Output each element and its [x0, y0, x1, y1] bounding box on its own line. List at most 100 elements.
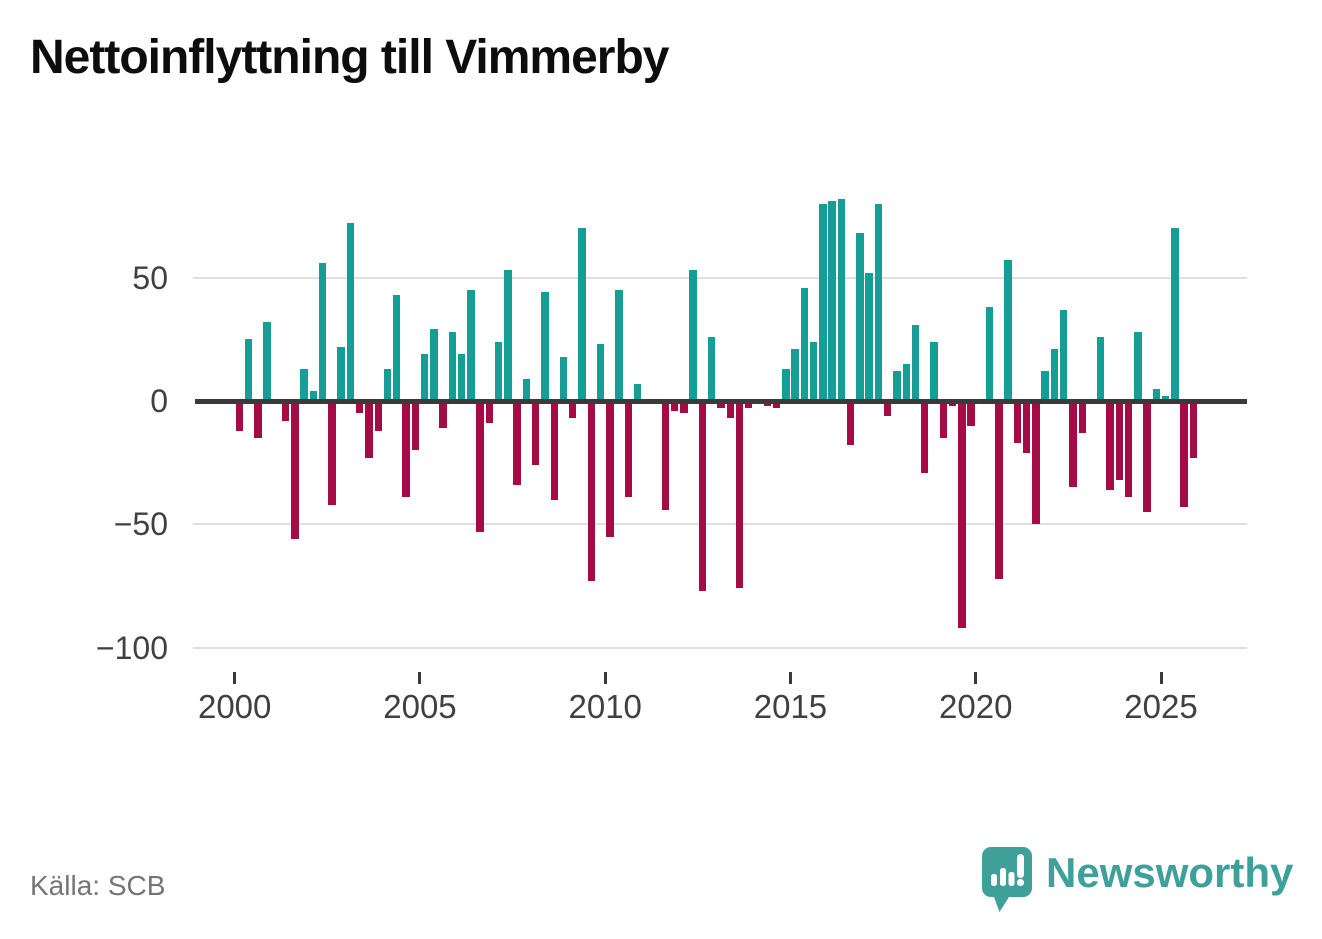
bar-2003-q4 — [374, 401, 382, 431]
bar-2000-q1 — [235, 401, 243, 431]
chart-title: Nettoinflyttning till Vimmerby — [30, 31, 669, 84]
bar-2007-q3 — [513, 401, 521, 485]
x-axis-zero-line — [195, 398, 1247, 404]
bar-2013-q2 — [726, 401, 734, 419]
bar-2006-q3 — [476, 401, 484, 532]
bar-2012-q2 — [689, 270, 697, 401]
bar-2001-q4 — [300, 368, 308, 401]
bar-2022-q1 — [1050, 349, 1059, 401]
y-tick-label-0: 0 — [150, 383, 168, 419]
x-tick-2015 — [788, 672, 792, 684]
bar-2020-q2 — [985, 307, 994, 401]
bar-2017-q3 — [884, 401, 892, 416]
bar-2005-q2 — [430, 329, 438, 401]
bar-2009-q3 — [587, 401, 595, 582]
bar-2015-q2 — [800, 287, 809, 401]
bar-2024-q3 — [1143, 401, 1151, 512]
x-tick-label-2015: 2015 — [753, 688, 828, 725]
bar-2018-q1 — [902, 364, 910, 401]
bar-2008-q2 — [541, 292, 549, 401]
bar-2017-q1 — [865, 272, 873, 401]
bar-2007-q4 — [522, 378, 531, 401]
bar-2011-q4 — [670, 401, 679, 411]
bar-2018-q3 — [921, 401, 929, 473]
bar-2020-q3 — [995, 401, 1003, 579]
bar-2021-q4 — [1041, 371, 1049, 401]
bar-2024-q4 — [1152, 388, 1161, 401]
bar-2013-q4 — [745, 401, 753, 409]
newsworthy-logo-text: Newsworthy — [1046, 849, 1294, 896]
bar-2025-q3 — [1180, 401, 1188, 508]
bar-2016-q4 — [856, 233, 864, 401]
gridline-y--100 — [193, 646, 1247, 649]
source-text: Källa: SCB — [30, 870, 166, 901]
bar-2022-q4 — [1078, 401, 1086, 434]
x-tick-label-2000: 2000 — [197, 688, 272, 725]
bar-2000-q4 — [263, 322, 271, 401]
bar-2004-q1 — [383, 368, 392, 401]
bar-2020-q4 — [1004, 260, 1012, 401]
bar-2023-q3 — [1106, 401, 1114, 490]
bar-2002-q3 — [328, 401, 336, 505]
gridline-y-50 — [193, 276, 1247, 279]
bar-2022-q3 — [1069, 401, 1077, 488]
bar-2023-q4 — [1115, 401, 1123, 480]
newsworthy-speech-bubble-bar-chart-icon — [982, 847, 1032, 918]
bar-2023-q2 — [1097, 336, 1105, 401]
bar-2009-q1 — [569, 401, 577, 419]
bar-2009-q4 — [596, 344, 605, 401]
bar-2021-q2 — [1022, 401, 1031, 453]
x-tick-2005 — [418, 672, 422, 684]
bar-2010-q1 — [606, 401, 614, 537]
bar-2017-q2 — [874, 203, 883, 401]
bar-2012-q3 — [698, 401, 707, 591]
bar-2002-q1 — [309, 391, 318, 401]
bar-2007-q2 — [504, 270, 512, 401]
bar-2010-q2 — [615, 290, 623, 401]
bar-2007-q1 — [494, 341, 503, 401]
bar-2003-q1 — [346, 223, 355, 401]
bar-2013-q1 — [717, 401, 725, 409]
bar-2016-q3 — [846, 401, 855, 446]
bar-2005-q3 — [439, 401, 447, 429]
bar-2005-q4 — [448, 331, 457, 401]
bar-2024-q2 — [1134, 331, 1142, 401]
bar-2009-q2 — [578, 228, 586, 401]
bar-2024-q1 — [1124, 401, 1133, 498]
bar-2025-q4 — [1189, 401, 1198, 458]
bar-2016-q1 — [828, 201, 836, 401]
bar-2004-q4 — [411, 401, 419, 451]
x-tick-2025 — [1159, 672, 1163, 684]
bar-2008-q4 — [559, 356, 568, 401]
bar-2019-q3 — [958, 401, 966, 628]
bar-2005-q1 — [420, 354, 429, 401]
bar-2006-q2 — [467, 290, 475, 401]
x-tick-label-2025: 2025 — [1124, 688, 1198, 725]
bar-2018-q4 — [930, 341, 938, 401]
bar-2006-q4 — [485, 401, 494, 424]
bar-2001-q3 — [291, 401, 299, 540]
bar-2000-q2 — [244, 339, 253, 401]
bar-2010-q4 — [633, 383, 642, 401]
bar-2015-q3 — [809, 341, 818, 401]
x-tick-label-2020: 2020 — [939, 688, 1013, 725]
x-tick-2020 — [974, 672, 978, 684]
gridline-y--50 — [193, 523, 1247, 526]
bar-2019-q1 — [939, 401, 947, 438]
bar-2021-q1 — [1013, 401, 1022, 443]
bar-2004-q2 — [393, 294, 401, 401]
x-tick-label-2005: 2005 — [383, 688, 457, 725]
bar-2019-q4 — [967, 401, 975, 426]
x-tick-2000 — [233, 672, 237, 684]
bar-2015-q4 — [819, 203, 827, 401]
bar-2014-q3 — [772, 401, 781, 409]
bar-2002-q4 — [337, 346, 345, 401]
bar-2003-q3 — [365, 401, 373, 458]
bar-2011-q3 — [661, 401, 670, 510]
bar-2025-q2 — [1171, 228, 1179, 401]
bar-2008-q1 — [532, 401, 540, 466]
bar-2002-q2 — [318, 262, 327, 401]
bar-2000-q3 — [254, 401, 262, 438]
bar-2017-q4 — [893, 371, 901, 401]
